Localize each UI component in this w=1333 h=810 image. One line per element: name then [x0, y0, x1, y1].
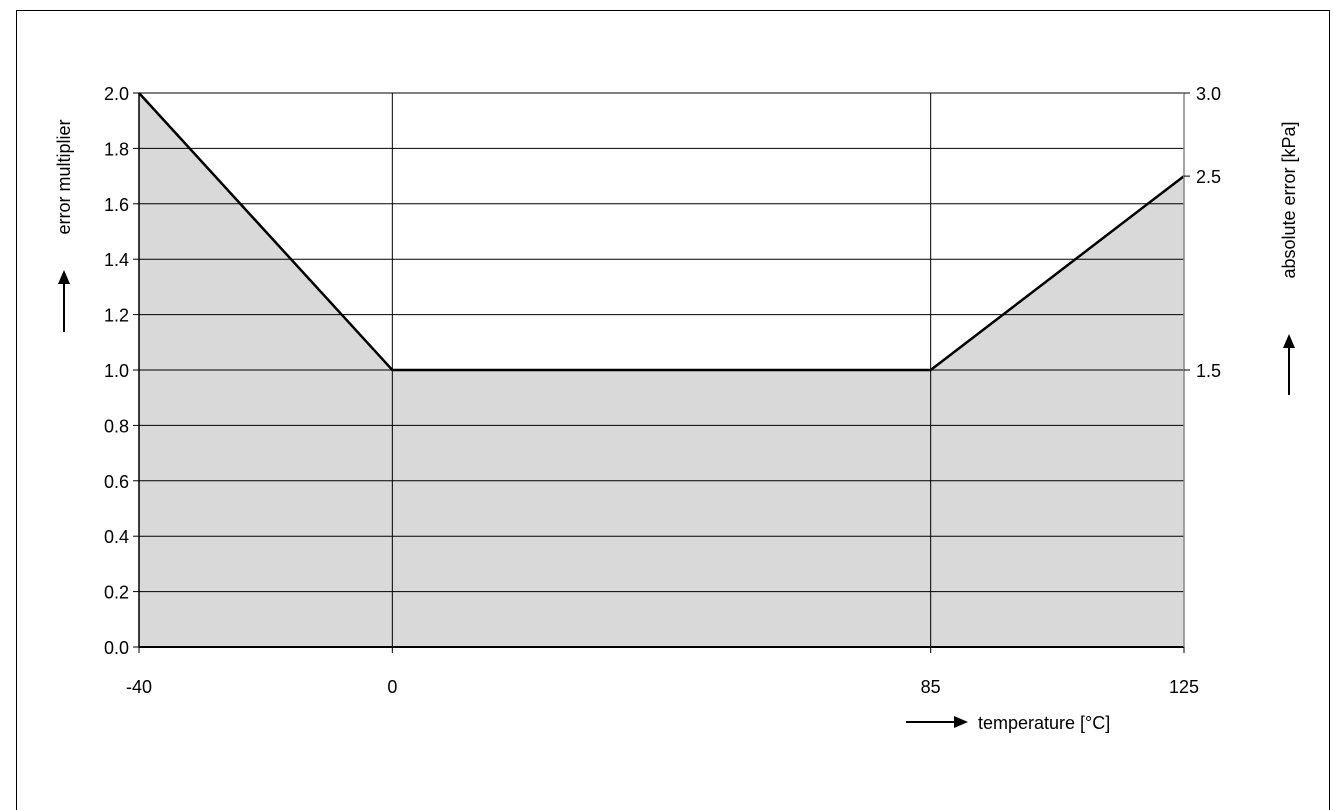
y-axis-title: error multiplier — [54, 119, 74, 234]
y-axis-arrow-icon — [58, 270, 70, 284]
y-tick-label: 0.2 — [104, 583, 129, 603]
x-axis-arrow-icon — [954, 716, 968, 728]
line-layer — [138, 92, 1185, 372]
y-tick-label: 0.4 — [104, 527, 129, 547]
x-tick-label: 125 — [1169, 677, 1199, 697]
y-axis-right-title-group: absolute error [kPa] — [1279, 121, 1299, 395]
y-tick-label: 1.2 — [104, 306, 129, 326]
x-axis-title-group: temperature [°C] — [906, 713, 1110, 733]
y-tick-label: 1.4 — [104, 250, 129, 270]
series-line — [138, 92, 1185, 372]
y-tick-label: 0.0 — [104, 638, 129, 658]
y-tick-label: 1.8 — [104, 139, 129, 159]
chart-frame — [16, 10, 1330, 810]
label-layer: 0.0 0.2 0.4 0.6 0.8 1.0 1.2 1.4 1.6 1.8 2.0 1.5 2.5 3… — [104, 84, 1221, 697]
x-tick-label: -40 — [126, 677, 152, 697]
y-axis-right-title: absolute error [kPa] — [1279, 121, 1299, 278]
x-tick-label: 0 — [387, 677, 397, 697]
x-tick-label: 85 — [921, 677, 941, 697]
axis-layer — [133, 92, 1190, 653]
y-axis-title-group: error multiplier — [54, 119, 74, 332]
y-tick-label: 0.8 — [104, 416, 129, 436]
y-axis-right-arrow-icon — [1283, 334, 1295, 348]
y-tick-label: 1.6 — [104, 195, 129, 215]
y-tick-label: 1.0 — [104, 361, 129, 381]
x-axis-title: temperature [°C] — [978, 713, 1110, 733]
y-right-tick-label: 1.5 — [1196, 361, 1221, 381]
y-tick-label: 2.0 — [104, 84, 129, 104]
y-tick-label: 0.6 — [104, 472, 129, 492]
y-right-tick-label: 3.0 — [1196, 84, 1221, 104]
y-right-tick-label: 2.5 — [1196, 167, 1221, 187]
